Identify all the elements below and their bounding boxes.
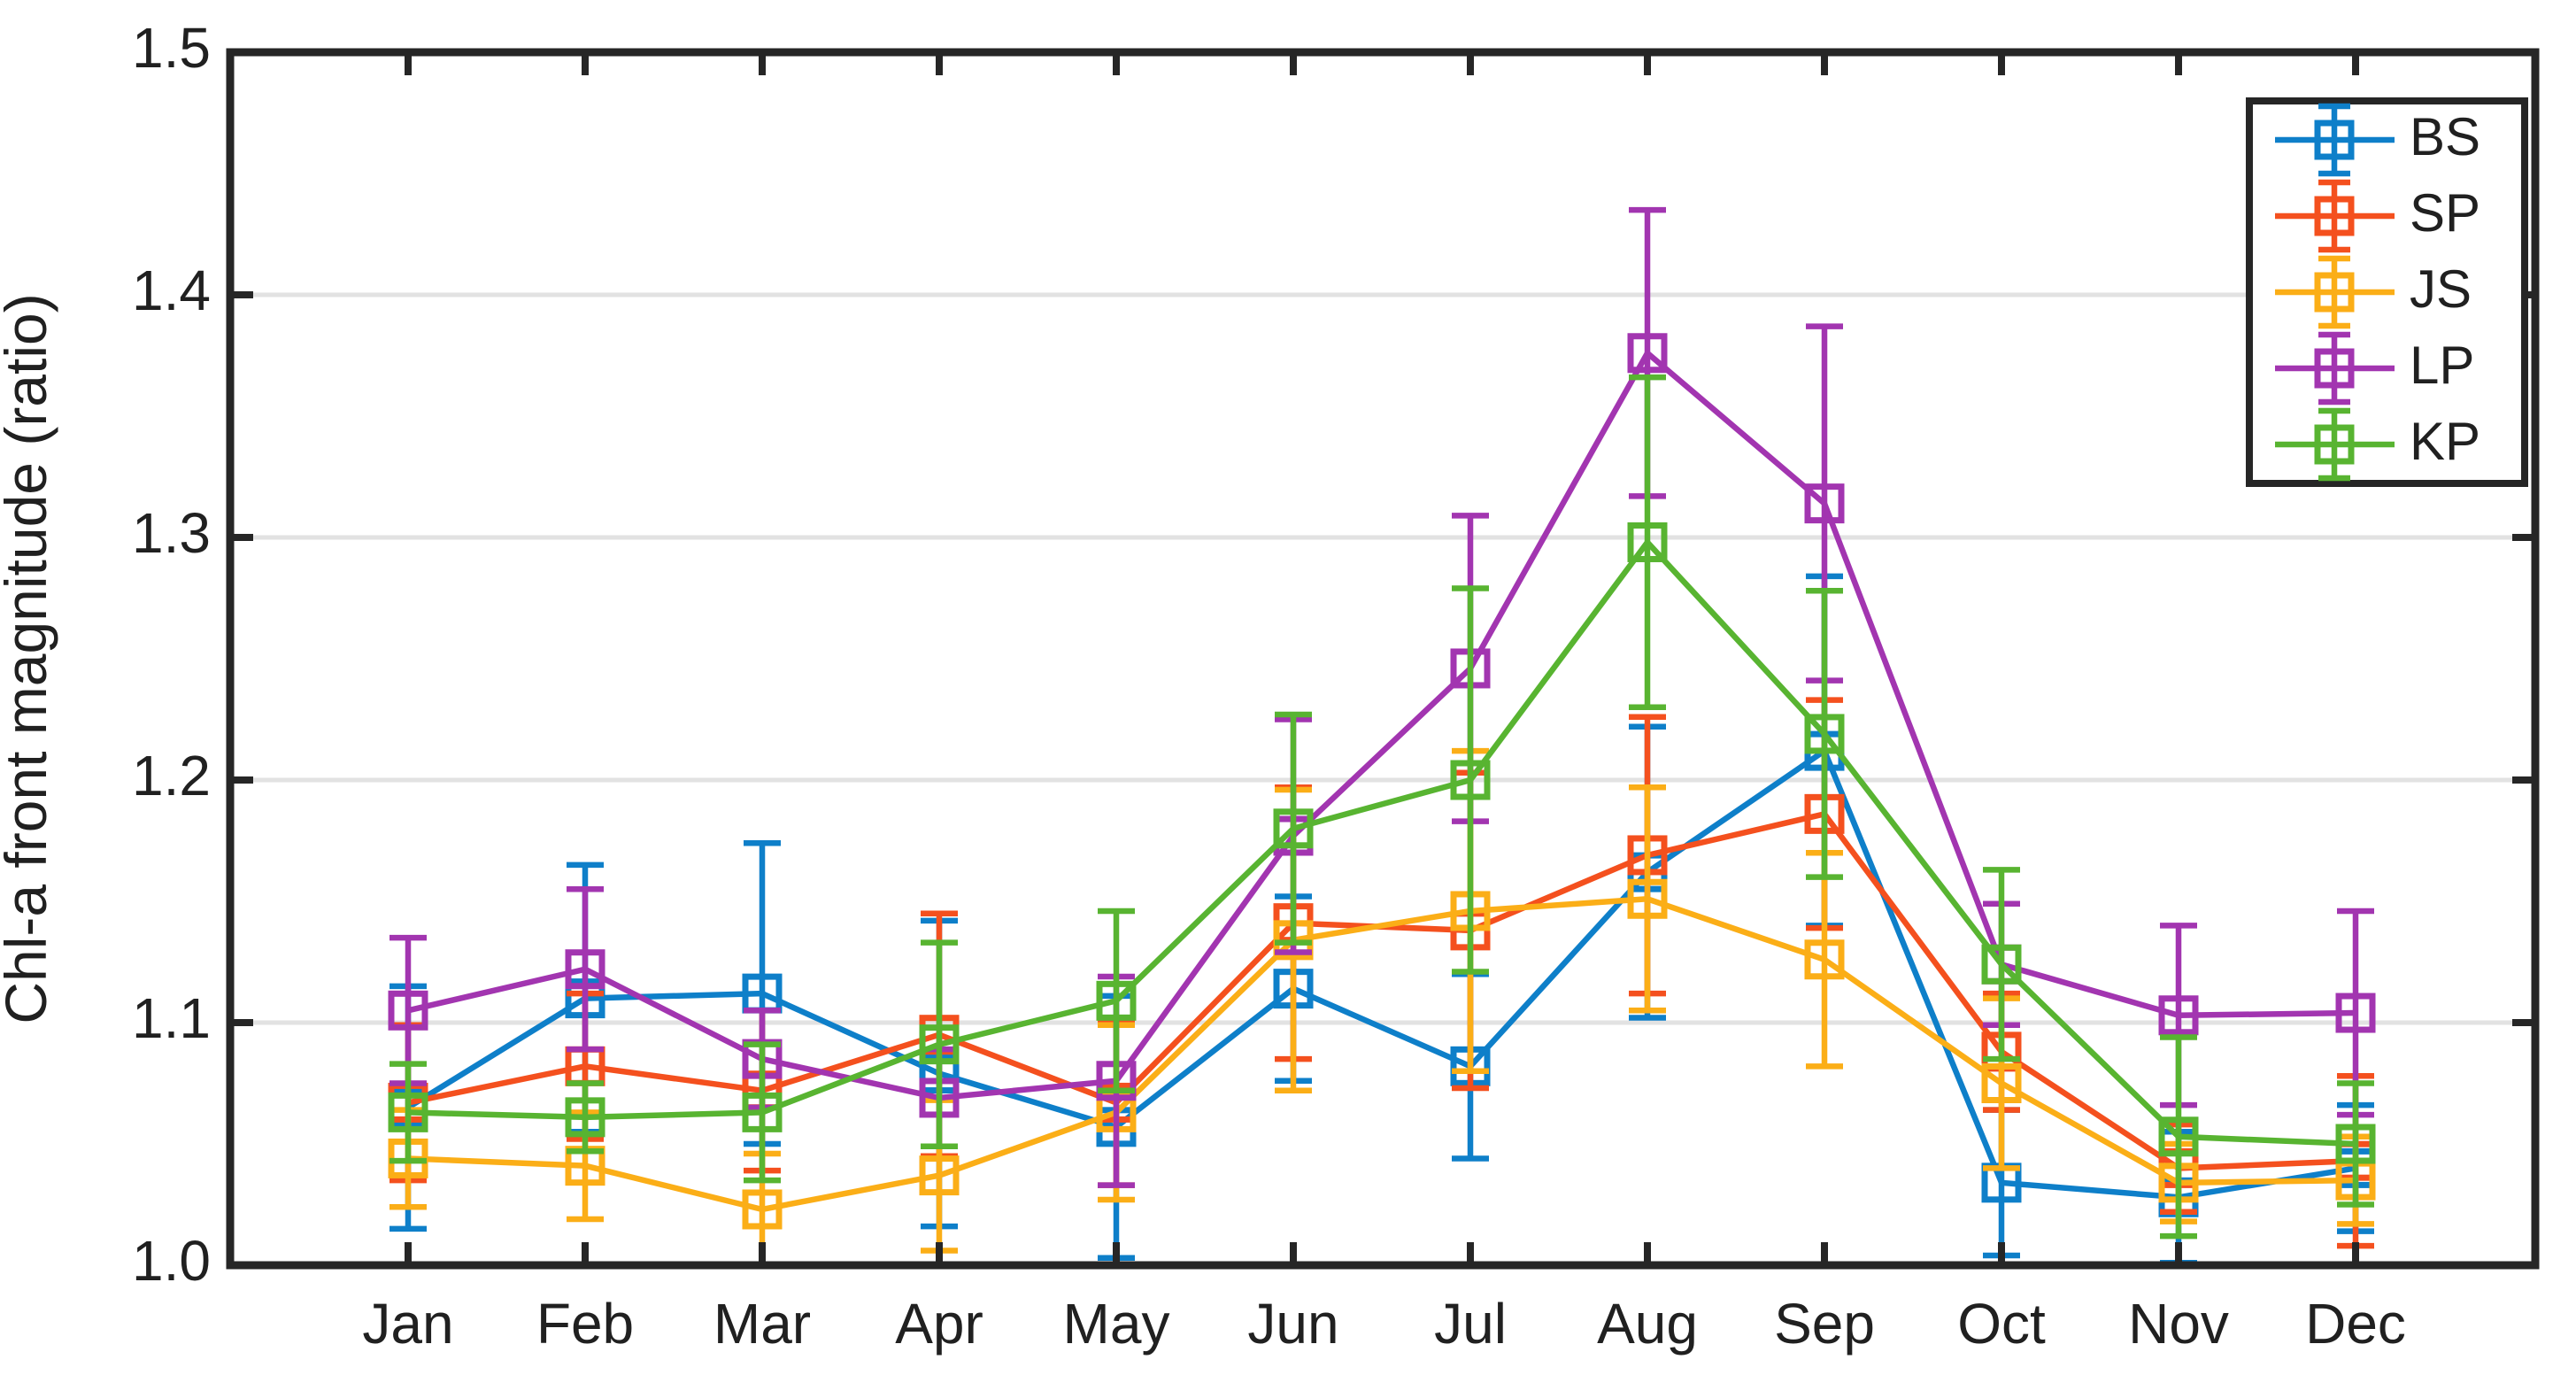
y-tick-label: 1.3 <box>132 501 211 565</box>
legend-item-JS: JS <box>2275 255 2472 329</box>
y-tick-label: 1.0 <box>132 1229 211 1293</box>
square-marker <box>2335 993 2376 1033</box>
legend-label: SP <box>2410 183 2480 243</box>
legend-marker <box>2314 348 2355 389</box>
square-marker <box>2335 1124 2376 1164</box>
square-marker <box>565 1097 605 1138</box>
square-marker <box>1804 714 1845 754</box>
x-tick-label: Aug <box>1597 1292 1698 1356</box>
legend-label: JS <box>2410 259 2472 319</box>
y-tick-label: 1.5 <box>132 16 211 80</box>
series-line <box>407 895 2356 1213</box>
square-marker <box>919 1155 960 1196</box>
x-tick-label: Nov <box>2128 1292 2229 1356</box>
square-marker <box>1804 939 1845 980</box>
square-marker <box>388 1092 428 1132</box>
square-marker <box>742 1189 783 1230</box>
x-tick-label: Apr <box>895 1292 983 1356</box>
legend-item-LP: LP <box>2275 331 2474 406</box>
square-marker <box>388 990 428 1031</box>
square-marker <box>1450 760 1491 800</box>
x-tick-label: Dec <box>2305 1292 2406 1356</box>
y-tick-label: 1.1 <box>132 986 211 1050</box>
x-tick-label: Sep <box>1774 1292 1875 1356</box>
square-marker <box>565 949 605 990</box>
legend-label: BS <box>2410 107 2480 166</box>
square-marker <box>1273 808 1314 849</box>
x-tick-label: Mar <box>713 1292 811 1356</box>
x-tick-label: May <box>1063 1292 1170 1356</box>
series-line <box>407 537 2356 1147</box>
square-marker <box>1804 483 1845 524</box>
x-tick-label: Jul <box>1434 1292 1507 1356</box>
legend-item-BS: BS <box>2275 103 2480 177</box>
x-tick-label: Jan <box>362 1292 453 1356</box>
legend-item-SP: SP <box>2275 179 2480 253</box>
plot-border <box>226 48 2540 1270</box>
square-marker <box>2158 1116 2199 1157</box>
series-line <box>406 746 2356 1201</box>
y-tick-label: 1.4 <box>132 259 211 322</box>
x-tick-label: Feb <box>536 1292 634 1356</box>
square-marker <box>1096 980 1137 1021</box>
y-tick-label: 1.2 <box>132 744 211 807</box>
legend-label: LP <box>2410 336 2474 395</box>
square-marker <box>919 1024 960 1065</box>
square-marker <box>742 1092 783 1132</box>
legend-marker <box>2314 196 2355 236</box>
legend-item-KP: KP <box>2275 407 2480 482</box>
axes-box <box>226 48 2540 1270</box>
x-tick-label: Jun <box>1247 1292 1338 1356</box>
y-axis-label: Chl-a front magnitude (ratio) <box>0 293 58 1024</box>
data-series-layer <box>388 206 2376 1269</box>
series-KP <box>388 374 2376 1240</box>
legend-marker <box>2314 120 2355 160</box>
gridlines <box>230 292 2535 1025</box>
legend-marker <box>2314 272 2355 313</box>
square-marker <box>1627 521 1668 562</box>
legend-marker <box>2314 424 2355 465</box>
series-line <box>407 348 2356 1101</box>
tick-labels: 1.0 1.1 1.2 1.3 1.4 1.5 Jan Feb Mar Apr May Jun Jul A… <box>132 16 2406 1356</box>
square-marker <box>1981 944 2022 985</box>
series-BS <box>388 573 2376 1266</box>
legend-label: KP <box>2410 412 2480 471</box>
legend-box: BS SP JS LP KP <box>2246 97 2528 487</box>
x-tick-label: Oct <box>1957 1292 2046 1356</box>
square-marker <box>2158 995 2199 1036</box>
square-marker <box>1627 333 1668 374</box>
square-marker <box>1981 1063 2022 1103</box>
square-marker <box>1627 878 1668 919</box>
